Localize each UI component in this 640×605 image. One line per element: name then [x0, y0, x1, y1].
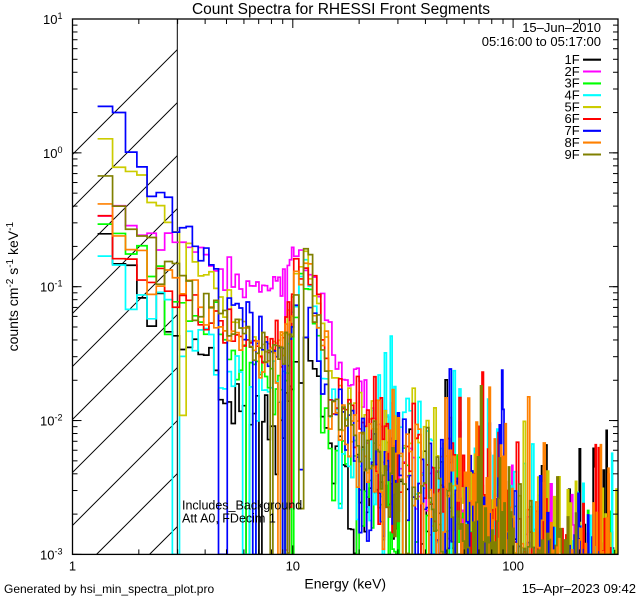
svg-text:15–Jun–2010: 15–Jun–2010 [522, 20, 601, 35]
svg-text:Includes_Background: Includes_Background [182, 498, 302, 512]
svg-text:100: 100 [502, 558, 524, 573]
svg-text:10: 10 [286, 558, 300, 573]
svg-text:Energy (keV): Energy (keV) [304, 575, 386, 591]
svg-text:05:16:00 to 05:17:00: 05:16:00 to 05:17:00 [482, 34, 601, 49]
svg-text:Count Spectra for RHESSI Front: Count Spectra for RHESSI Front Segments [192, 1, 490, 18]
svg-text:15–Apr–2023 09:42: 15–Apr–2023 09:42 [522, 581, 636, 596]
svg-text:1: 1 [69, 558, 76, 573]
svg-text:9F: 9F [565, 147, 580, 162]
svg-text:Att A0, FDecim 1: Att A0, FDecim 1 [182, 511, 276, 525]
svg-text:Generated by hsi_min_spectra_p: Generated by hsi_min_spectra_plot.pro [4, 582, 214, 596]
